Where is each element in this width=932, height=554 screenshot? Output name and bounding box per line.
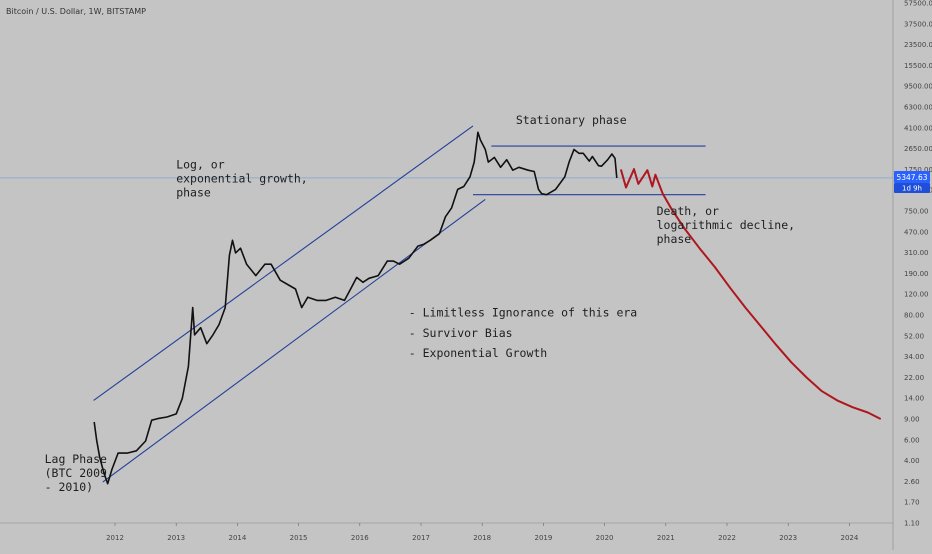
y-tick-label: 80.00	[904, 312, 924, 320]
price-badge-countdown: 1d 9h	[902, 184, 922, 192]
chart-header: Bitcoin / U.S. Dollar, 1W, BITSTAMP	[6, 7, 146, 16]
y-tick-label: 22.00	[904, 374, 924, 382]
y-tick-label: 120.00	[904, 291, 929, 299]
y-tick-label: 23500.00	[904, 41, 932, 49]
annotation: Log, or exponential growth, phase	[176, 157, 308, 199]
x-tick-label: 2023	[779, 534, 797, 542]
x-tick-label: 2012	[106, 534, 124, 542]
price-badge-value: 5347.63	[896, 173, 927, 182]
y-tick-label: 34.00	[904, 353, 924, 361]
axes	[0, 0, 894, 550]
y-tick-label: 6.00	[904, 436, 920, 444]
annotation: - Survivor Bias	[409, 326, 513, 340]
y-tick-label: 15500.00	[904, 62, 932, 70]
annotations: Stationary phase Log, or exponential growt…	[45, 113, 795, 494]
channel-line-lower	[102, 199, 486, 483]
y-tick-label: 190.00	[904, 270, 929, 278]
y-tick-label: 9500.00	[904, 83, 932, 91]
y-tick-label: 310.00	[904, 249, 929, 257]
channel-lines	[93, 125, 706, 483]
y-tick-label: 9.00	[904, 416, 920, 424]
price-line	[93, 131, 618, 485]
channel-line-upper	[93, 125, 474, 401]
x-tick-label: 2017	[412, 534, 430, 542]
annotation: - Limitless Ignorance of this era	[409, 305, 637, 319]
y-tick-label: 2.60	[904, 478, 920, 486]
projection	[620, 168, 881, 420]
y-tick-label: 57500.00	[904, 0, 932, 8]
y-tick-label: 1.70	[904, 499, 920, 507]
price-badge: 5347.63 1d 9h	[894, 170, 930, 193]
x-tick-label: 2016	[351, 534, 369, 542]
y-tick-label: 4100.00	[904, 124, 932, 132]
x-tick-label: 2018	[473, 534, 491, 542]
y-tick-label: 470.00	[904, 228, 929, 236]
price-series	[93, 131, 618, 485]
annotation: Lag Phase (BTC 2009- 2010)	[45, 452, 107, 494]
annotation: - Exponential Growth	[409, 346, 547, 360]
y-tick-label: 4.00	[904, 457, 920, 465]
projection-line	[620, 168, 881, 420]
x-tick-label: 2021	[657, 534, 675, 542]
y-tick-label: 14.00	[904, 395, 924, 403]
y-tick-label: 750.00	[904, 208, 929, 216]
y-tick-label: 6300.00	[904, 104, 932, 112]
y-tick-label: 1750.00	[904, 166, 932, 174]
x-tick-label: 2015	[290, 534, 308, 542]
x-tick-label: 2024	[840, 534, 858, 542]
y-tick-label: 1.10	[904, 520, 920, 528]
price-badge-countdown-box	[894, 182, 930, 193]
annotation: Death, or logarithmic decline, phase	[657, 204, 795, 246]
y-tick-label: 37500.00	[904, 20, 932, 28]
annotation: Stationary phase	[516, 113, 627, 127]
y-tick-label: 52.00	[904, 332, 924, 340]
price-badge-box	[894, 170, 930, 183]
y-tick-label: 2650.00	[904, 145, 932, 153]
x-tick-label: 2020	[596, 534, 614, 542]
x-tick-label: 2014	[228, 534, 246, 542]
x-tick-label: 2019	[534, 534, 552, 542]
x-tick-label: 2022	[718, 534, 736, 542]
x-axis-ticks: 2012 2013 2014 2015 2016 2017 2018 2019 2020 2021…	[106, 523, 859, 542]
x-tick-label: 2013	[167, 534, 185, 542]
